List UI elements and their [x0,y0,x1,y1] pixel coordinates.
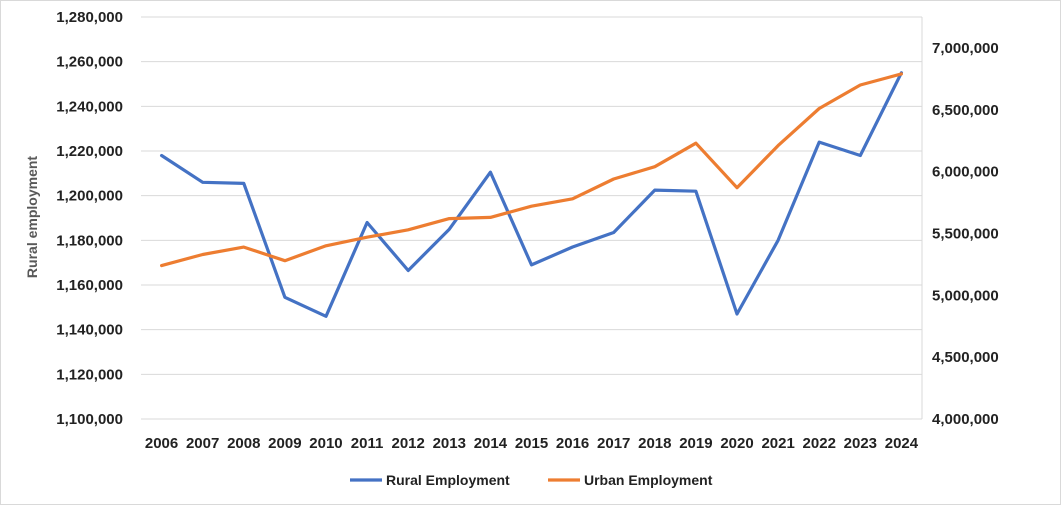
legend-item: Urban Employment [548,472,713,488]
left-tick-label: 1,100,000 [56,411,123,428]
x-tick-label: 2022 [803,435,836,452]
legend: Rural Employment Urban Employment [350,472,713,488]
left-tick-label: 1,140,000 [56,322,123,339]
left-tick-label: 1,180,000 [56,232,123,249]
series-lines [160,71,904,318]
right-axis-ticks: 4,000,000 4,500,000 5,000,000 5,500,000 6,00… [932,40,999,428]
series-line-urban-employment [160,72,904,268]
left-tick-label: 1,260,000 [56,54,123,71]
x-tick-label: 2015 [515,435,548,452]
x-tick-label: 2013 [433,435,466,452]
right-tick-label: 4,500,000 [932,349,999,366]
right-tick-label: 5,500,000 [932,225,999,242]
legend-label: Rural Employment [386,472,510,488]
x-tick-label: 2019 [679,435,712,452]
gridlines [141,16,922,420]
legend-item: Rural Employment [350,472,510,488]
x-tick-label: 2014 [474,435,508,452]
left-tick-label: 1,240,000 [56,98,123,115]
left-axis-ticks: 1,100,000 1,120,000 1,140,000 1,160,000 1,18… [56,9,123,428]
x-tick-label: 2010 [309,435,342,452]
left-tick-label: 1,120,000 [56,366,123,383]
x-tick-label: 2021 [761,435,794,452]
right-tick-label: 5,000,000 [932,287,999,304]
right-tick-label: 6,000,000 [932,164,999,181]
x-tick-label: 2011 [351,435,384,452]
x-axis-ticks: 2006 2007 2008 2009 2010 2011 2012 2013 2014 2015… [145,435,919,452]
right-tick-label: 6,500,000 [932,102,999,119]
x-tick-label: 2023 [844,435,877,452]
x-tick-label: 2020 [720,435,753,452]
left-tick-label: 1,280,000 [56,9,123,26]
x-tick-label: 2008 [227,435,260,452]
left-tick-label: 1,220,000 [56,143,123,160]
x-tick-label: 2012 [391,435,424,452]
legend-label: Urban Employment [584,472,713,488]
x-tick-label: 2016 [556,435,589,452]
right-tick-label: 4,000,000 [932,411,999,428]
right-tick-label: 7,000,000 [932,40,999,57]
series-line-rural-employment [160,71,904,318]
x-tick-label: 2007 [186,435,219,452]
x-tick-label: 2009 [268,435,301,452]
x-tick-label: 2024 [885,435,919,452]
y-axis-title: Rural employment [24,156,40,278]
left-tick-label: 1,200,000 [56,188,123,205]
x-tick-label: 2018 [638,435,671,452]
x-tick-label: 2006 [145,435,178,452]
x-tick-label: 2017 [597,435,630,452]
left-tick-label: 1,160,000 [56,277,123,294]
